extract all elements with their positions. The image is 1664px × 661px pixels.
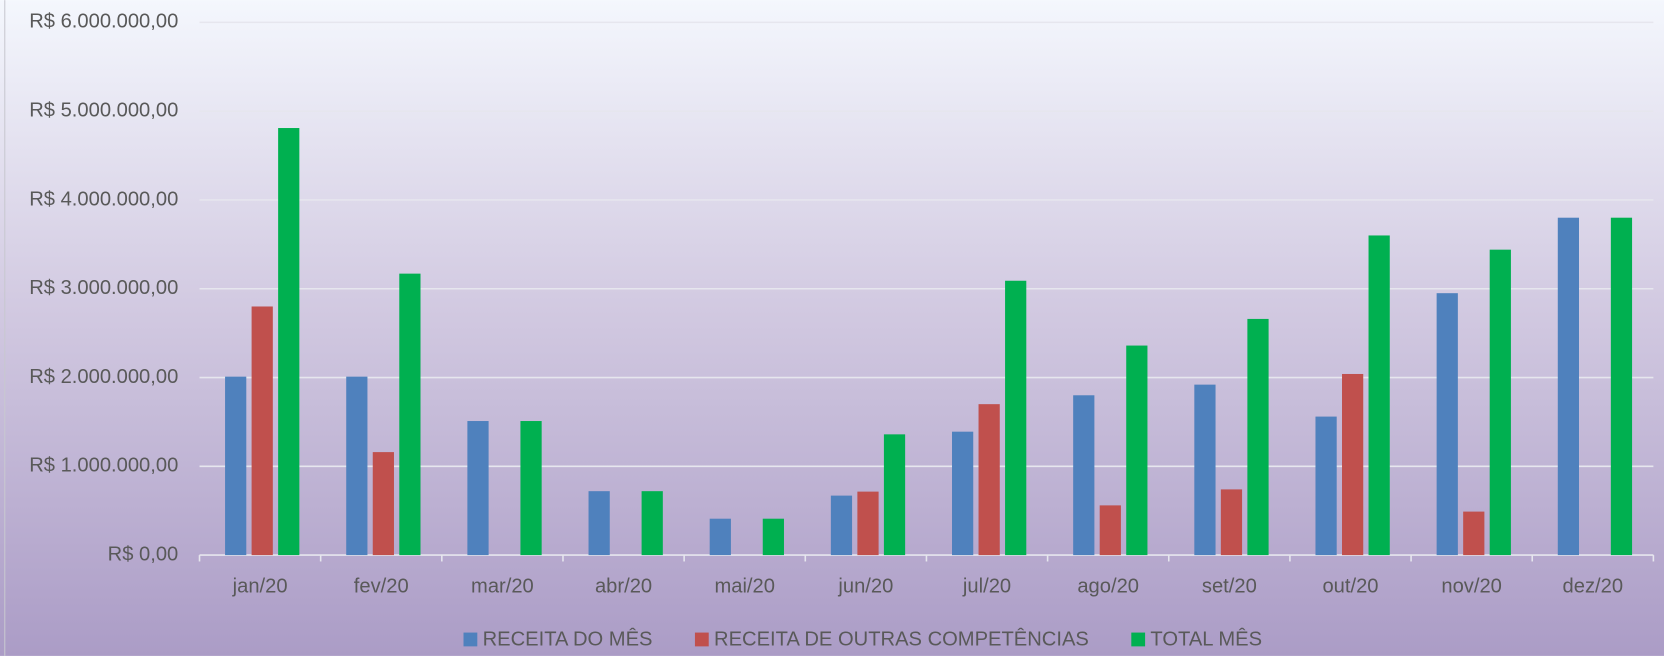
bar <box>1005 280 1027 556</box>
x-tick-label: jun/20 <box>837 575 893 597</box>
bar <box>1099 505 1121 556</box>
bar <box>372 452 394 556</box>
x-tick-label: set/20 <box>1202 575 1257 597</box>
legend-swatch <box>1131 632 1146 647</box>
bar <box>1557 217 1580 556</box>
y-tick-label: R$ 4.000.000,00 <box>29 188 178 210</box>
y-tick-label: R$ 5.000.000,00 <box>29 99 178 121</box>
bar <box>1315 416 1337 556</box>
bar <box>1126 345 1148 556</box>
legend-swatch <box>694 632 709 647</box>
y-tick-label: R$ 6.000.000,00 <box>29 11 178 33</box>
bar <box>1342 373 1364 556</box>
y-tick-label: R$ 2.000.000,00 <box>29 366 178 388</box>
bar <box>1220 489 1243 556</box>
bar <box>346 376 368 556</box>
bar <box>978 404 1000 556</box>
bar <box>1368 235 1390 556</box>
bar <box>251 306 273 556</box>
bar <box>883 434 906 556</box>
bar <box>278 128 300 556</box>
x-tick-label: mai/20 <box>714 575 775 597</box>
legend-swatch <box>463 632 478 647</box>
x-tick-label: jul/20 <box>962 575 1011 597</box>
bar <box>520 421 542 556</box>
bar <box>709 518 731 556</box>
x-tick-label: nov/20 <box>1441 575 1502 597</box>
y-tick-label: R$ 0,00 <box>108 543 179 565</box>
bar <box>1436 293 1458 556</box>
x-tick-label: fev/20 <box>354 575 409 597</box>
bar <box>1194 384 1216 556</box>
bar <box>857 491 879 556</box>
legend-label: RECEITA DE OUTRAS COMPETÊNCIAS <box>714 627 1089 650</box>
x-tick-label: out/20 <box>1322 575 1378 597</box>
bar <box>1489 249 1511 556</box>
legend-label: TOTAL MÊS <box>1150 627 1262 650</box>
bar <box>762 518 784 556</box>
x-tick-label: jan/20 <box>232 575 288 597</box>
x-tick-label: mar/20 <box>471 575 534 597</box>
bar <box>830 495 853 556</box>
bar <box>588 491 610 556</box>
bar <box>1463 511 1485 556</box>
bar <box>1073 395 1095 556</box>
bar <box>641 491 663 556</box>
y-tick-label: R$ 3.000.000,00 <box>29 277 178 299</box>
bar <box>399 273 421 556</box>
x-tick-label: dez/20 <box>1563 575 1624 597</box>
x-tick-label: ago/20 <box>1077 575 1139 597</box>
bar <box>225 376 247 556</box>
bar <box>1247 318 1269 556</box>
bar <box>467 421 489 556</box>
y-tick-label: R$ 1.000.000,00 <box>29 455 178 477</box>
bar <box>1610 217 1633 556</box>
bar <box>952 431 974 556</box>
x-tick-label: abr/20 <box>595 575 652 597</box>
legend-label: RECEITA DO MÊS <box>483 627 653 650</box>
